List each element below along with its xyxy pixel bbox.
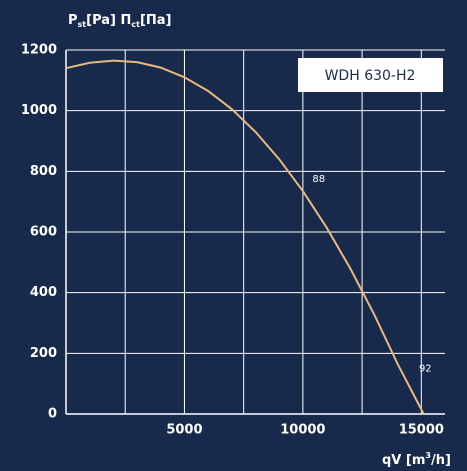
x-tick-label: 5000: [166, 423, 202, 438]
y-tick-label: 1000: [21, 103, 57, 118]
y-tick-label: 200: [30, 346, 57, 361]
y-tick-label: 1200: [21, 43, 57, 58]
label-part: P: [68, 13, 78, 28]
curve: [65, 59, 425, 415]
legend-title: WDH 630-H2: [325, 68, 416, 84]
label-part: [Па]: [140, 13, 172, 28]
axis-label-text: qV [m3/h]: [382, 451, 451, 468]
label-part: ct: [131, 20, 140, 29]
x-tick-label: 15000: [399, 423, 444, 438]
y-tick-label: 400: [30, 285, 57, 300]
annotation: 88: [312, 174, 325, 185]
label-part: st: [78, 20, 87, 29]
x-tick-label: 10000: [280, 423, 325, 438]
annotation: 92: [419, 364, 432, 375]
y-tick-label: 800: [30, 164, 57, 179]
x-axis-label: qV [m3/h]: [382, 451, 451, 468]
legend-box: [298, 58, 443, 92]
label-part: [Pa] П: [86, 13, 131, 28]
y-tick-label: 0: [48, 407, 57, 422]
axis-label-text: Pst[Pa] Пct[Па]: [68, 13, 172, 29]
label-part: 3: [425, 451, 431, 460]
y-tick-label: 600: [30, 225, 57, 240]
y-axis-label: Pst[Pa] Пct[Па]: [68, 13, 172, 29]
label-part: qV [m: [382, 453, 425, 468]
label-part: /h]: [431, 453, 451, 468]
